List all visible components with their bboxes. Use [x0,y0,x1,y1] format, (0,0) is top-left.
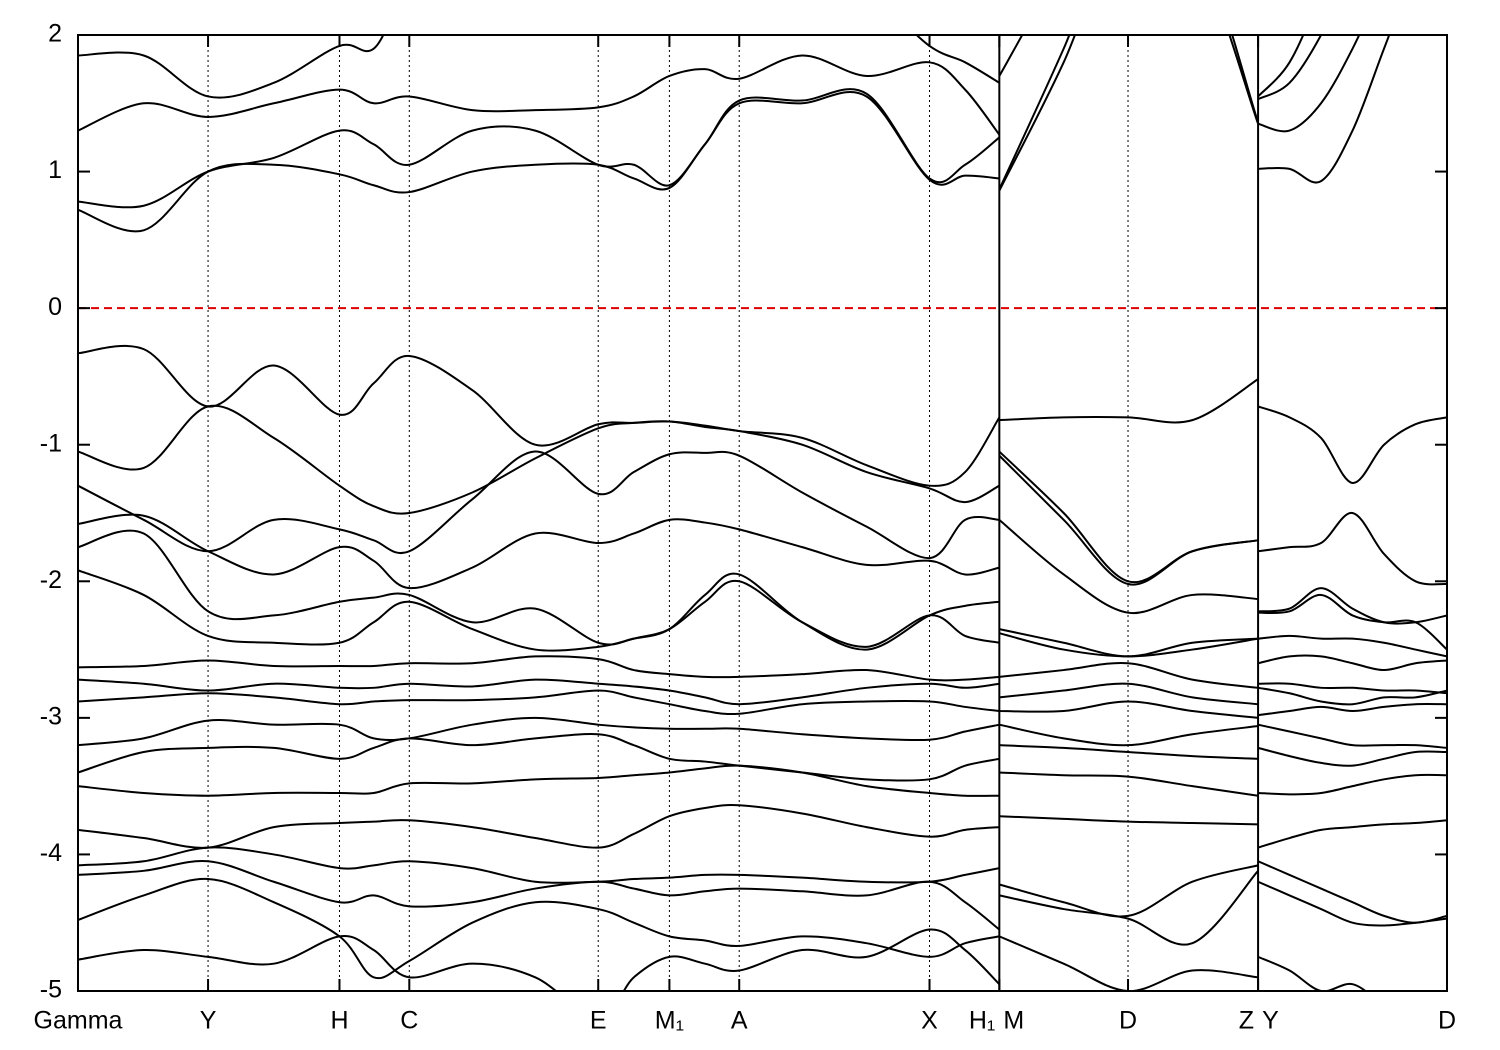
x-tick-label: H [330,1007,348,1035]
band-line [78,804,1447,849]
y-tick-label: -3 [40,702,62,730]
y-tick-label: -1 [40,429,62,457]
band-line [78,716,1447,749]
y-tick-label: -2 [40,566,62,594]
band-line [78,764,1447,797]
band-line [78,35,1305,99]
x-tick-label: M [1003,1007,1024,1035]
band-line [78,928,1326,991]
y-tick-label: 1 [48,156,62,184]
x-tick-label: X [921,1007,938,1035]
x-tick-label: M₁ [655,1007,684,1035]
x-tick-label: H₁ [969,1007,996,1035]
x-tick-label: A [731,1007,748,1035]
x-tick-label: Y [200,1007,217,1035]
x-tick-label: E [590,1007,607,1035]
band-line [78,733,1447,782]
band-line [78,344,1447,487]
grid [77,35,1448,991]
band-line [78,513,1447,651]
plot-frame [77,34,1448,992]
x-tick-label: Z [1239,1007,1254,1035]
band-line [78,35,1361,209]
x-tick-label: D [1119,1007,1137,1035]
y-tick-label: 2 [48,20,62,48]
band-line [78,860,1447,946]
band-line [78,655,1447,695]
band-line [78,678,1447,706]
y-tick-label: 0 [48,293,62,321]
band-line [78,35,1323,136]
band-line [78,569,1447,672]
band-line [78,689,1447,719]
band-line [78,878,1368,991]
x-tick-label: Gamma [34,1007,123,1035]
x-tick-label: C [400,1007,418,1035]
y-tick-label: -4 [40,839,62,867]
bands [78,35,1447,991]
x-tick-label: D [1438,1007,1456,1035]
x-tick-label: Y [1262,1007,1279,1035]
y-tick-label: -5 [40,976,62,1004]
